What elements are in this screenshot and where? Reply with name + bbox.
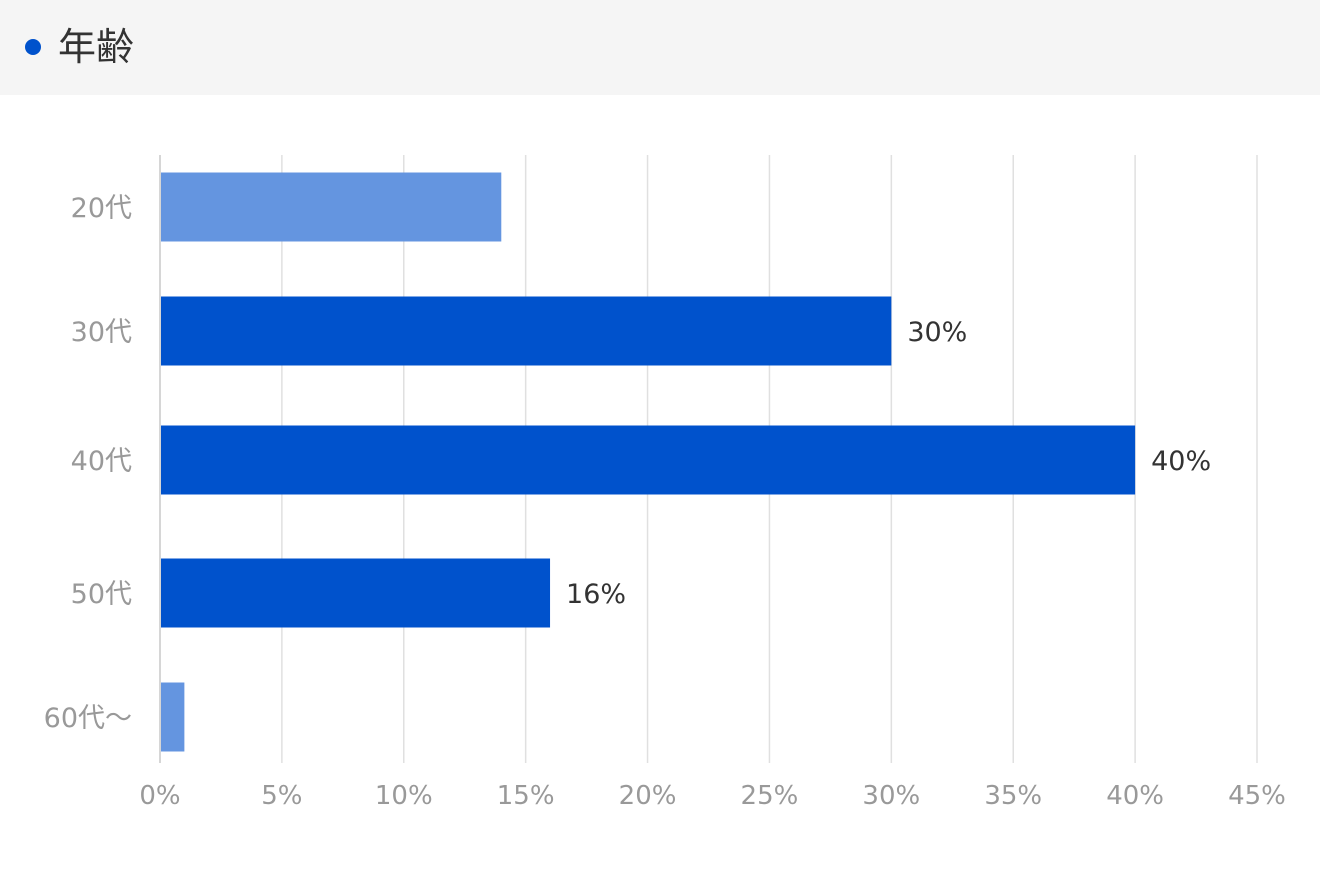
bar-value-label: 16% bbox=[566, 579, 626, 610]
bar bbox=[160, 682, 185, 752]
bar bbox=[160, 558, 551, 628]
x-tick-label: 15% bbox=[497, 781, 555, 811]
bar bbox=[160, 296, 892, 366]
bullet-dot-icon bbox=[25, 39, 41, 55]
x-tick-label: 30% bbox=[862, 781, 920, 811]
section-title: 年齢 bbox=[58, 25, 135, 69]
x-tick-label: 0% bbox=[139, 781, 180, 811]
y-category-label: 40代 bbox=[71, 446, 132, 477]
y-category-label: 30代 bbox=[71, 317, 132, 348]
bars bbox=[160, 172, 1136, 752]
bar-value-label: 40% bbox=[1151, 446, 1211, 477]
y-category-label: 50代 bbox=[71, 579, 132, 610]
x-tick-label: 20% bbox=[619, 781, 677, 811]
bar bbox=[160, 425, 1136, 495]
x-tick-label: 45% bbox=[1228, 781, 1286, 811]
x-tick-label: 35% bbox=[984, 781, 1042, 811]
bar bbox=[160, 172, 502, 242]
x-tick-label: 5% bbox=[261, 781, 302, 811]
x-tick-label: 40% bbox=[1106, 781, 1164, 811]
x-tick-label: 10% bbox=[375, 781, 433, 811]
y-category-label: 20代 bbox=[71, 193, 132, 224]
bar-value-label: 30% bbox=[907, 317, 967, 348]
x-tick-label: 25% bbox=[741, 781, 799, 811]
section-header: 年齢 bbox=[0, 0, 1320, 95]
y-category-label: 60代〜 bbox=[44, 703, 132, 734]
labels: 0% 5% 10% 15% 20% 25% 30% 35% 40% 45% 20代 30代 30% 40代… bbox=[44, 193, 1286, 811]
